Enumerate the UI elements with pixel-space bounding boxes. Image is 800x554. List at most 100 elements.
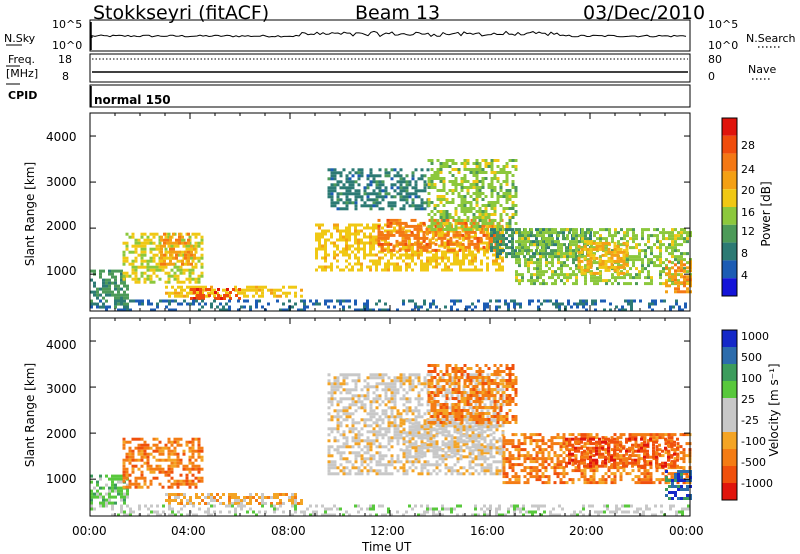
- pixel: [176, 485, 180, 489]
- pixel: [354, 400, 358, 404]
- pixel: [414, 457, 418, 461]
- pixel: [552, 302, 555, 306]
- pixel: [354, 198, 358, 202]
- pixel: [342, 412, 346, 416]
- pixel: [315, 268, 318, 272]
- pixel: [182, 238, 186, 242]
- pixel: [426, 443, 430, 447]
- pixel: [650, 246, 653, 250]
- pixel: [408, 421, 412, 425]
- pixel: [99, 501, 102, 505]
- pixel: [680, 266, 683, 270]
- pixel: [386, 221, 390, 225]
- pixel: [163, 253, 166, 257]
- pixel: [668, 237, 671, 241]
- pixel: [456, 394, 460, 398]
- pixel: [114, 501, 117, 505]
- pixel: [463, 201, 467, 204]
- pixel: [510, 299, 513, 303]
- pixel: [149, 470, 153, 474]
- pixel: [610, 265, 614, 269]
- pixel: [539, 231, 542, 235]
- pixel: [234, 493, 237, 496]
- pixel: [155, 437, 159, 441]
- pixel: [633, 299, 636, 303]
- pixel: [170, 268, 174, 272]
- pixel: [545, 240, 548, 244]
- pixel: [429, 394, 433, 398]
- pixel: [387, 247, 390, 251]
- pixel: [150, 308, 153, 312]
- pixel: [111, 477, 114, 481]
- pixel: [411, 409, 415, 413]
- pixel: [575, 240, 578, 244]
- pixel: [426, 449, 430, 453]
- pixel: [146, 238, 150, 242]
- pixel: [330, 268, 333, 272]
- pixel: [351, 373, 355, 377]
- pixel: [677, 231, 680, 235]
- pixel: [200, 446, 204, 450]
- pixel: [375, 424, 379, 428]
- pixel: [143, 482, 147, 486]
- pixel: [548, 255, 551, 259]
- pixel: [279, 493, 282, 496]
- pixel: [306, 305, 309, 309]
- pixel: [194, 464, 198, 468]
- pixel: [366, 226, 369, 230]
- pixel: [315, 250, 318, 254]
- pixel: [170, 464, 174, 468]
- pixel: [622, 256, 626, 260]
- pixel: [333, 427, 337, 431]
- pixel: [228, 496, 231, 499]
- pixel: [363, 421, 367, 425]
- pixel: [152, 253, 156, 257]
- pixel: [117, 474, 120, 478]
- pixel: [261, 493, 264, 496]
- pixel: [369, 207, 373, 211]
- pixel: [366, 186, 370, 190]
- pixel: [586, 268, 590, 272]
- power-cb-tick: 24: [741, 163, 755, 176]
- pixel: [384, 391, 388, 395]
- pixel: [390, 409, 394, 413]
- pixel: [478, 171, 482, 174]
- pixel: [381, 226, 384, 230]
- pixel: [672, 305, 675, 309]
- pixel: [438, 232, 441, 236]
- pixel: [390, 421, 394, 425]
- pixel: [384, 189, 388, 193]
- pixel: [327, 229, 330, 233]
- pixel: [430, 183, 434, 186]
- pixel: [366, 385, 370, 389]
- pixel: [527, 240, 530, 244]
- pixel: [128, 455, 132, 459]
- pixel: [584, 234, 587, 238]
- pixel: [390, 406, 394, 410]
- cpid-panel-frame: [89, 84, 691, 108]
- pixel: [191, 452, 195, 456]
- pixel: [351, 168, 355, 172]
- pixel: [463, 219, 467, 222]
- pixel: [429, 445, 433, 449]
- pixel: [619, 259, 623, 263]
- pixel: [351, 379, 355, 383]
- pixel: [438, 457, 442, 461]
- pixel: [234, 288, 237, 292]
- pixel: [444, 457, 448, 461]
- pixel: [478, 195, 482, 198]
- pixel: [354, 451, 358, 455]
- pixel: [596, 279, 599, 283]
- pixel: [345, 299, 348, 303]
- pixel: [300, 294, 303, 298]
- pixel: [434, 224, 438, 228]
- pixel: [318, 241, 321, 245]
- pixel: [451, 159, 455, 162]
- pixel: [197, 467, 201, 471]
- pixel: [387, 460, 391, 464]
- pixel: [191, 440, 195, 444]
- pixel: [433, 177, 437, 180]
- pixel: [463, 186, 467, 189]
- pixel: [475, 225, 479, 228]
- pixel: [378, 457, 382, 461]
